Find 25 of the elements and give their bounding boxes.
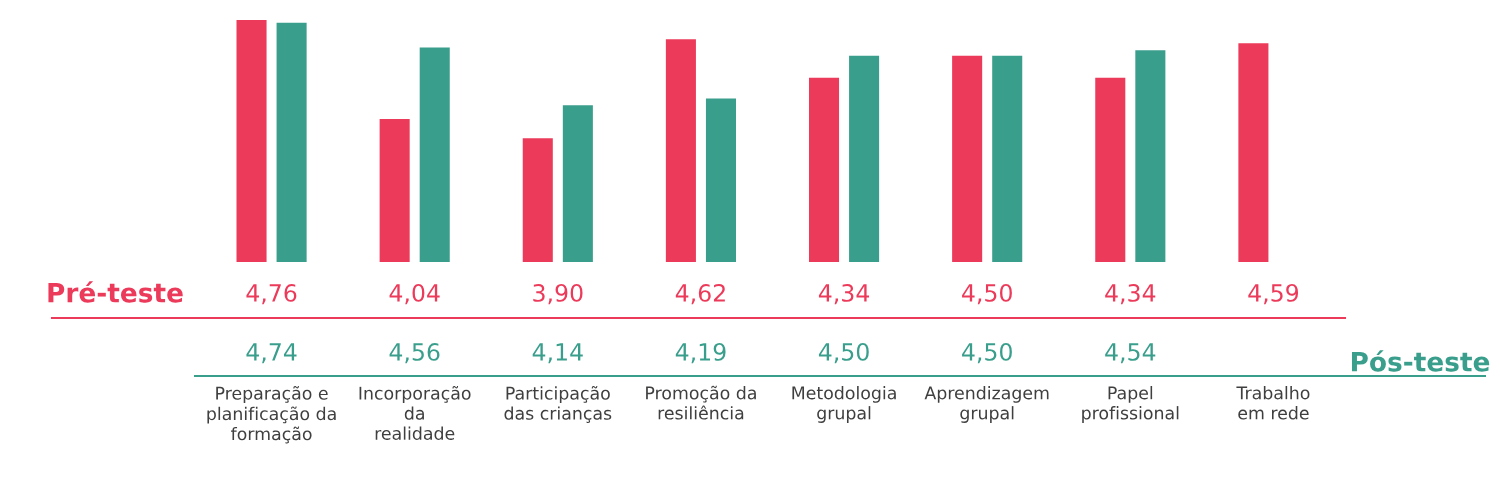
- data-label: 4,59: [1248, 283, 1299, 305]
- data-label: 4,04: [389, 283, 440, 305]
- data-label: 4,62: [675, 283, 725, 305]
- data-label: 4,19: [675, 342, 726, 364]
- data-label: 4,50: [818, 342, 869, 364]
- text: Pré-teste: [48, 281, 183, 303]
- data-label: 4,56: [389, 342, 440, 364]
- x-tick-label: Promoção da resiliência: [646, 385, 756, 420]
- x-tick-label: Papel profissional: [1082, 386, 1179, 423]
- data-label: 4,74: [246, 343, 297, 364]
- data-label: 4,50: [962, 342, 1012, 364]
- x-tick-label: Aprendizagem grupal: [924, 386, 1049, 423]
- text: Pós-teste: [1351, 350, 1490, 372]
- data-label: 4,34: [818, 283, 870, 305]
- x-tick-label: Participação das crianças: [504, 386, 612, 423]
- data-label: 4,34: [1105, 283, 1156, 305]
- data-label: 4,14: [532, 343, 583, 364]
- x-tick-label: Incorporação da realidade: [359, 386, 471, 440]
- data-label: 4,54: [1105, 343, 1156, 364]
- x-tick-label: Preparação e planificação da formação: [207, 386, 336, 444]
- data-label: 4,76: [246, 283, 297, 305]
- data-label: 3,90: [533, 283, 583, 305]
- x-tick-label: Trabalho em rede: [1236, 386, 1310, 420]
- data-label: 4,50: [962, 283, 1012, 305]
- x-tick-label: Metodologia grupal: [792, 386, 896, 423]
